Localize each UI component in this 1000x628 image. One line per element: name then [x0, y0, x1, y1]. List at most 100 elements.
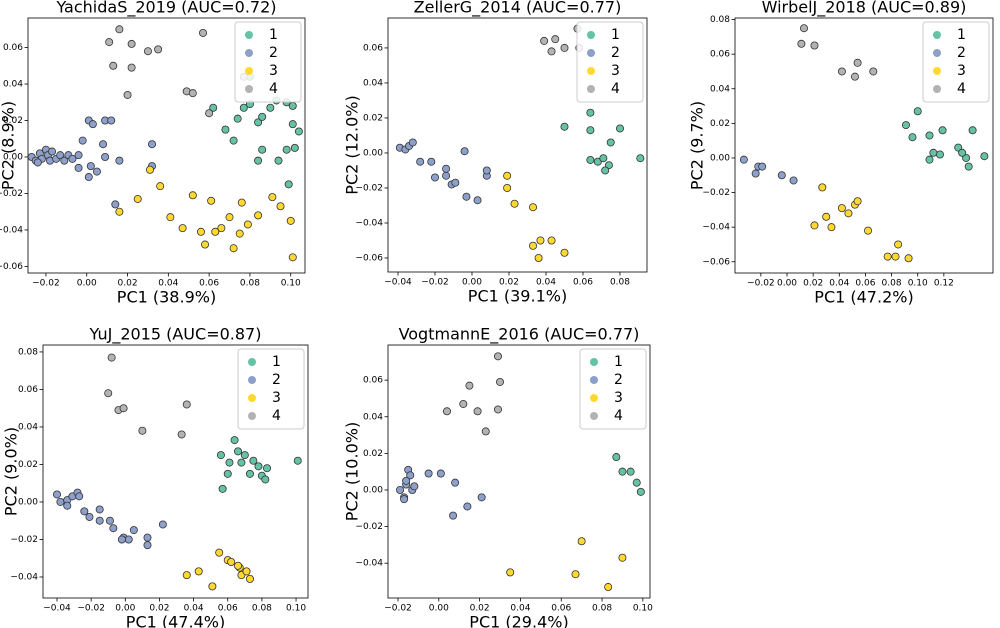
point [626, 467, 635, 476]
y-axis-label: PC2 (10.0%) [343, 422, 362, 521]
point [199, 28, 208, 37]
point [980, 152, 989, 161]
point [481, 427, 490, 436]
point [105, 38, 114, 47]
point [758, 162, 767, 171]
point [430, 173, 439, 182]
x-axis-label: PC1 (29.4%) [469, 613, 568, 628]
legend-marker [587, 85, 595, 93]
point [496, 377, 505, 386]
point [123, 90, 132, 99]
legend-marker [245, 49, 253, 57]
point [534, 253, 543, 262]
subplot-title: ZellerG_2014 (AUC=0.77) [414, 0, 622, 18]
point [800, 24, 809, 33]
point [217, 224, 226, 233]
point [503, 183, 512, 192]
x-tick-label: 0.10 [281, 279, 301, 289]
point [615, 124, 624, 133]
point [229, 244, 238, 253]
legend-label: 2 [614, 372, 623, 388]
point [968, 126, 977, 135]
legend-marker [590, 358, 598, 366]
point [240, 451, 249, 460]
legend-label: 4 [957, 81, 966, 97]
point [133, 194, 142, 203]
point [261, 475, 270, 484]
x-tick-label: 0.08 [592, 604, 612, 614]
subplot-title: VogtmannE_2016 (AUC=0.77) [399, 325, 640, 345]
point [844, 209, 853, 218]
point [216, 451, 225, 460]
point [237, 458, 246, 467]
y-tick-label: 0.00 [363, 485, 383, 495]
x-tick-label: 0.00 [777, 279, 797, 289]
y-tick-label: 0.08 [710, 15, 730, 25]
point [104, 389, 113, 398]
legend-box [576, 21, 644, 103]
point [408, 138, 417, 147]
x-tick-label: 0.04 [536, 278, 556, 288]
x-tick-label: 0.04 [158, 279, 178, 289]
point [188, 89, 197, 98]
point [913, 107, 922, 116]
point [547, 47, 556, 56]
legend-label: 3 [957, 63, 966, 79]
y-tick-label: 0.02 [3, 116, 23, 126]
y-tick-label: 0.04 [18, 422, 38, 432]
point [239, 103, 248, 112]
y-tick-label: −0.04 [355, 559, 383, 569]
point [451, 478, 460, 487]
y-tick-label: −0.04 [702, 223, 730, 233]
point [84, 173, 93, 182]
point [242, 567, 251, 576]
legend-marker [248, 358, 256, 366]
point [107, 353, 116, 362]
point [586, 126, 595, 135]
point [864, 226, 873, 235]
point [127, 39, 136, 48]
point [143, 47, 152, 56]
y-tick-label: 0.06 [710, 50, 730, 60]
legend-label: 4 [269, 81, 278, 97]
point [510, 199, 519, 208]
point [88, 120, 97, 129]
y-tick-label: 0.00 [363, 148, 383, 158]
legend-label: 3 [614, 390, 623, 406]
x-tick-label: 0.04 [184, 604, 204, 614]
point [60, 156, 69, 165]
point [883, 252, 892, 261]
point [209, 103, 218, 112]
point [115, 207, 124, 216]
y-tick-label: 0.04 [3, 80, 23, 90]
legend-marker [933, 31, 941, 39]
point [797, 39, 806, 48]
point [540, 36, 549, 45]
point [286, 216, 295, 225]
point [101, 152, 110, 161]
point [449, 511, 458, 520]
legend: 1 2 3 4 [579, 348, 647, 430]
point [227, 557, 236, 566]
y-tick-label: 0.02 [18, 460, 38, 470]
point [282, 145, 291, 154]
y-tick-label: 0.02 [363, 113, 383, 123]
point [124, 535, 133, 544]
legend-marker [590, 394, 598, 402]
x-tick-label: 0.02 [499, 278, 519, 288]
x-tick-label: 0.08 [240, 279, 260, 289]
point [493, 352, 502, 361]
point [237, 198, 246, 207]
point [225, 213, 234, 222]
point [145, 165, 154, 174]
point [178, 224, 187, 233]
legend-label: 1 [614, 354, 623, 370]
point [406, 471, 415, 480]
subplot: −0.02 0.00 0.02 0.04 0.06 0.08 0.10 −0.06 −0.04 −… [0, 0, 306, 307]
point [837, 67, 846, 76]
point [503, 171, 512, 180]
x-tick-label: 0.08 [882, 279, 902, 289]
x-axis-label: PC1 (38.9%) [117, 288, 216, 307]
y-axis-label: PC2 (8.9%) [0, 101, 18, 190]
legend-marker [587, 67, 595, 75]
